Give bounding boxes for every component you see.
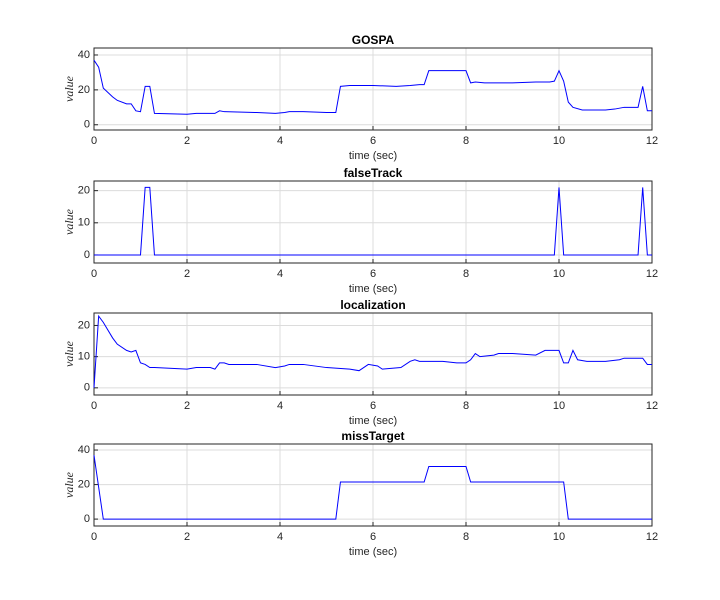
x-tick-label: 2 <box>184 531 190 543</box>
y-tick-label: 0 <box>84 513 90 525</box>
x-tick-label: 12 <box>646 531 658 543</box>
chart-title: missTarget <box>341 429 404 443</box>
x-tick-label: 0 <box>91 135 97 147</box>
y-tick-label: 20 <box>78 185 90 197</box>
x-tick-label: 8 <box>463 268 469 280</box>
x-axis-label: time (sec) <box>349 415 397 427</box>
y-tick-label: 20 <box>78 319 90 331</box>
x-tick-label: 10 <box>553 531 565 543</box>
x-tick-label: 4 <box>277 531 283 543</box>
data-line <box>93 59 652 115</box>
x-tick-label: 2 <box>184 135 190 147</box>
y-tick-label: 20 <box>78 478 90 490</box>
x-tick-label: 4 <box>277 400 283 412</box>
x-tick-label: 4 <box>277 135 283 147</box>
y-tick-label: 0 <box>84 249 90 261</box>
y-tick-label: 0 <box>84 119 90 131</box>
x-tick-label: 10 <box>553 135 565 147</box>
y-axis-label: value <box>62 471 76 498</box>
x-tick-label: 2 <box>184 400 190 412</box>
x-tick-label: 4 <box>277 268 283 280</box>
chart-title: localization <box>340 298 405 312</box>
y-tick-label: 10 <box>78 217 90 229</box>
y-axis-label: value <box>62 75 76 102</box>
x-tick-label: 2 <box>184 268 190 280</box>
x-axis-label: time (sec) <box>349 546 397 558</box>
x-tick-label: 0 <box>91 531 97 543</box>
x-tick-label: 10 <box>553 268 565 280</box>
x-axis-label: time (sec) <box>349 283 397 295</box>
x-tick-label: 8 <box>463 135 469 147</box>
x-tick-label: 0 <box>91 400 97 412</box>
x-tick-label: 12 <box>646 135 658 147</box>
x-tick-label: 6 <box>370 268 376 280</box>
chart-title: falseTrack <box>344 166 403 180</box>
y-axis-label: value <box>62 208 76 235</box>
x-axis-label: time (sec) <box>349 150 397 162</box>
axes-frame <box>93 312 653 396</box>
y-tick-label: 40 <box>78 49 90 61</box>
x-tick-label: 6 <box>370 400 376 412</box>
y-tick-label: 20 <box>78 84 90 96</box>
y-axis-label: value <box>62 340 76 367</box>
axes-frame <box>93 443 653 527</box>
y-tick-label: 10 <box>78 351 90 363</box>
x-tick-label: 8 <box>463 400 469 412</box>
x-tick-label: 0 <box>91 268 97 280</box>
data-line <box>94 186 652 256</box>
data-line <box>93 455 652 520</box>
y-tick-label: 0 <box>84 382 90 394</box>
x-tick-label: 12 <box>646 268 658 280</box>
x-tick-label: 8 <box>463 531 469 543</box>
axes-frame <box>93 180 653 264</box>
x-tick-label: 12 <box>646 400 658 412</box>
y-tick-label: 40 <box>78 444 90 456</box>
x-tick-label: 10 <box>553 400 565 412</box>
chart-title: GOSPA <box>352 33 395 47</box>
x-tick-label: 6 <box>370 135 376 147</box>
x-tick-label: 6 <box>370 531 376 543</box>
axes-frame <box>93 47 653 131</box>
data-line <box>93 314 652 388</box>
